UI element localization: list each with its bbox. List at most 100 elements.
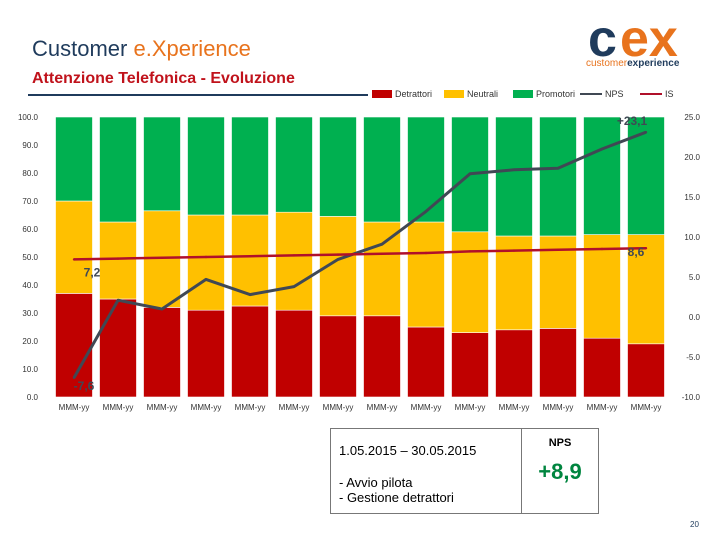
bar-promotori: [539, 116, 577, 237]
note-item: - Avvio pilota: [339, 475, 413, 490]
x-tick-label: MMM-yy: [103, 403, 134, 412]
data-label: +23,1: [617, 114, 648, 128]
bar-detrattori: [363, 315, 401, 398]
bar-detrattori: [539, 328, 577, 398]
legend-label: NPS: [605, 89, 624, 99]
bar-promotori: [187, 116, 225, 216]
x-tick-label: MMM-yy: [59, 403, 90, 412]
data-label: -7,6: [74, 379, 95, 393]
bar-detrattori: [627, 343, 665, 398]
bar-detrattori: [143, 307, 181, 398]
x-tick-label: MMM-yy: [455, 403, 486, 412]
point-nps: [292, 285, 296, 288]
nps-summary-label: NPS: [548, 437, 572, 449]
bar-promotori: [583, 116, 621, 235]
point-nps: [116, 299, 120, 302]
point-is: [248, 255, 252, 258]
bar-detrattori: [231, 305, 269, 398]
x-tick-label: MMM-yy: [411, 403, 442, 412]
point-is: [600, 247, 604, 251]
nps-evolution-chart: Detrattori Neutrali Promotori NPS IS MMM-yy MM…: [18, 89, 701, 412]
point-nps: [248, 293, 252, 296]
bar-neutrali: [363, 221, 401, 317]
y2-tick-label: -10.0: [682, 393, 701, 402]
x-tick-label: MMM-yy: [543, 403, 574, 412]
bar-neutrali: [539, 235, 577, 329]
point-is: [644, 247, 648, 250]
point-nps: [160, 307, 164, 311]
point-nps: [204, 278, 208, 281]
y2-tick-label: 5.0: [689, 273, 701, 282]
y2-tick-label: -5.0: [686, 353, 700, 362]
period-label: 1.05.2015 – 30.05.2015: [339, 443, 477, 458]
page-subtitle: Attenzione Telefonica - Evoluzione: [32, 70, 295, 87]
point-is: [380, 252, 384, 255]
logo-mark-ex: ex: [620, 12, 678, 68]
page-number: 20: [690, 520, 699, 529]
bar-detrattori: [583, 337, 621, 398]
bar-promotori: [275, 116, 313, 213]
legend-swatch-promotori: [513, 90, 533, 98]
bar-detrattori: [495, 329, 533, 398]
note-item: - Gestione detrattori: [339, 490, 454, 505]
y-tick-label: 70.0: [22, 197, 38, 206]
page-title: Customer e.Xperience: [32, 36, 251, 62]
y2-tick-label: 0.0: [689, 313, 701, 322]
bar-detrattori: [319, 315, 357, 398]
logo-word-b: experience: [627, 58, 680, 69]
bar-promotori: [363, 116, 401, 223]
point-is: [468, 250, 472, 253]
point-nps: [644, 131, 648, 134]
point-is: [556, 248, 560, 251]
bar-detrattori: [99, 298, 137, 398]
bar-detrattori: [187, 309, 225, 398]
legend-swatch-detrattori: [372, 90, 392, 98]
line-nps: [72, 130, 647, 379]
line-is: [73, 246, 647, 261]
y-tick-label: 100.0: [18, 113, 39, 122]
bar-detrattori: [451, 332, 489, 398]
y-tick-label: 10.0: [22, 365, 38, 374]
point-nps: [556, 167, 560, 170]
x-tick-label: MMM-yy: [323, 403, 354, 412]
nps-summary-value: +8,9: [538, 459, 582, 484]
legend-label: Detrattori: [395, 89, 432, 99]
legend-swatch-neutrali: [444, 90, 464, 98]
y-tick-label: 80.0: [22, 169, 38, 178]
bar-detrattori: [407, 326, 445, 398]
bar-neutrali: [583, 234, 621, 339]
bar-promotori: [231, 116, 269, 216]
x-tick-label: MMM-yy: [587, 403, 618, 412]
title-underline: [28, 94, 368, 96]
bar-neutrali: [187, 214, 225, 311]
bar-promotori: [495, 116, 533, 237]
point-is: [72, 258, 76, 261]
data-label: 7,2: [84, 265, 101, 279]
y-tick-label: 30.0: [22, 309, 38, 318]
y-tick-label: 40.0: [22, 281, 38, 290]
bar-neutrali: [275, 211, 313, 311]
legend-label: Neutrali: [467, 89, 498, 99]
bar-neutrali: [99, 221, 137, 300]
legend-label: IS: [665, 89, 674, 99]
y2-tick-label: 15.0: [684, 193, 700, 202]
bar-promotori: [55, 116, 93, 202]
y-tick-label: 90.0: [22, 141, 38, 150]
bar-neutrali: [55, 200, 93, 294]
point-nps: [512, 168, 516, 171]
point-nps: [600, 147, 604, 151]
period-info-box: 1.05.2015 – 30.05.2015 - Avvio pilota - …: [330, 428, 524, 514]
data-label: 8,6: [628, 245, 645, 259]
bar-promotori: [627, 116, 665, 235]
bar-promotori: [319, 116, 357, 217]
point-is: [116, 257, 120, 260]
point-nps: [468, 172, 472, 175]
bar-neutrali: [451, 231, 489, 333]
nps-summary-box: NPS +8,9: [521, 428, 599, 514]
point-nps: [72, 376, 76, 379]
x-tick-label: MMM-yy: [499, 403, 530, 412]
point-is: [204, 255, 208, 259]
x-tick-label: MMM-yy: [631, 403, 662, 412]
point-nps: [336, 258, 340, 261]
y-tick-label: 20.0: [22, 337, 38, 346]
